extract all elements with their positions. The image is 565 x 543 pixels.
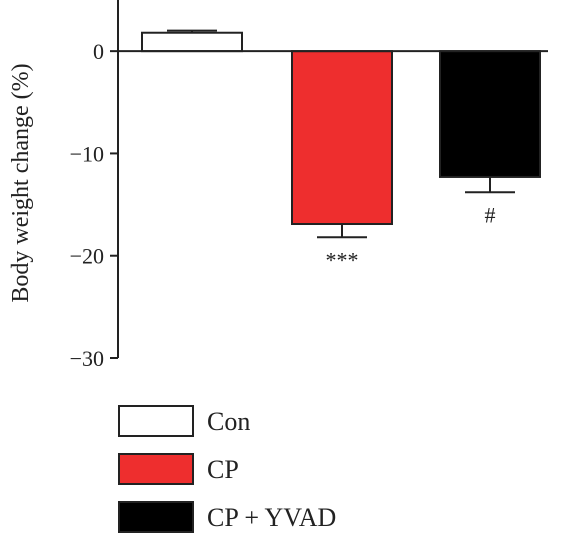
y-tick-label: 0 [93, 39, 104, 64]
bar-cp [291, 50, 393, 226]
bar-cp-yvad [439, 50, 541, 178]
y-tick-label: −30 [70, 346, 104, 371]
y-tick-label: −20 [70, 244, 104, 269]
bar-con [141, 31, 243, 53]
y-tick-label: −10 [70, 141, 104, 166]
legend-swatch [118, 405, 194, 437]
significance-label: *** [326, 247, 359, 272]
legend-label: CP + YVAD [207, 503, 336, 532]
plot-area: *** # [141, 29, 541, 272]
legend-label: Con [207, 407, 250, 436]
legend-label: CP [207, 455, 239, 484]
y-axis-label: Body weight change (%) [8, 63, 34, 302]
y-axis: 0 −10 −20 −30 [70, 0, 548, 371]
significance-label: # [485, 202, 496, 227]
legend-swatch [118, 501, 194, 533]
legend: Con CP CP + YVAD [118, 405, 336, 533]
legend-swatch [118, 453, 194, 485]
